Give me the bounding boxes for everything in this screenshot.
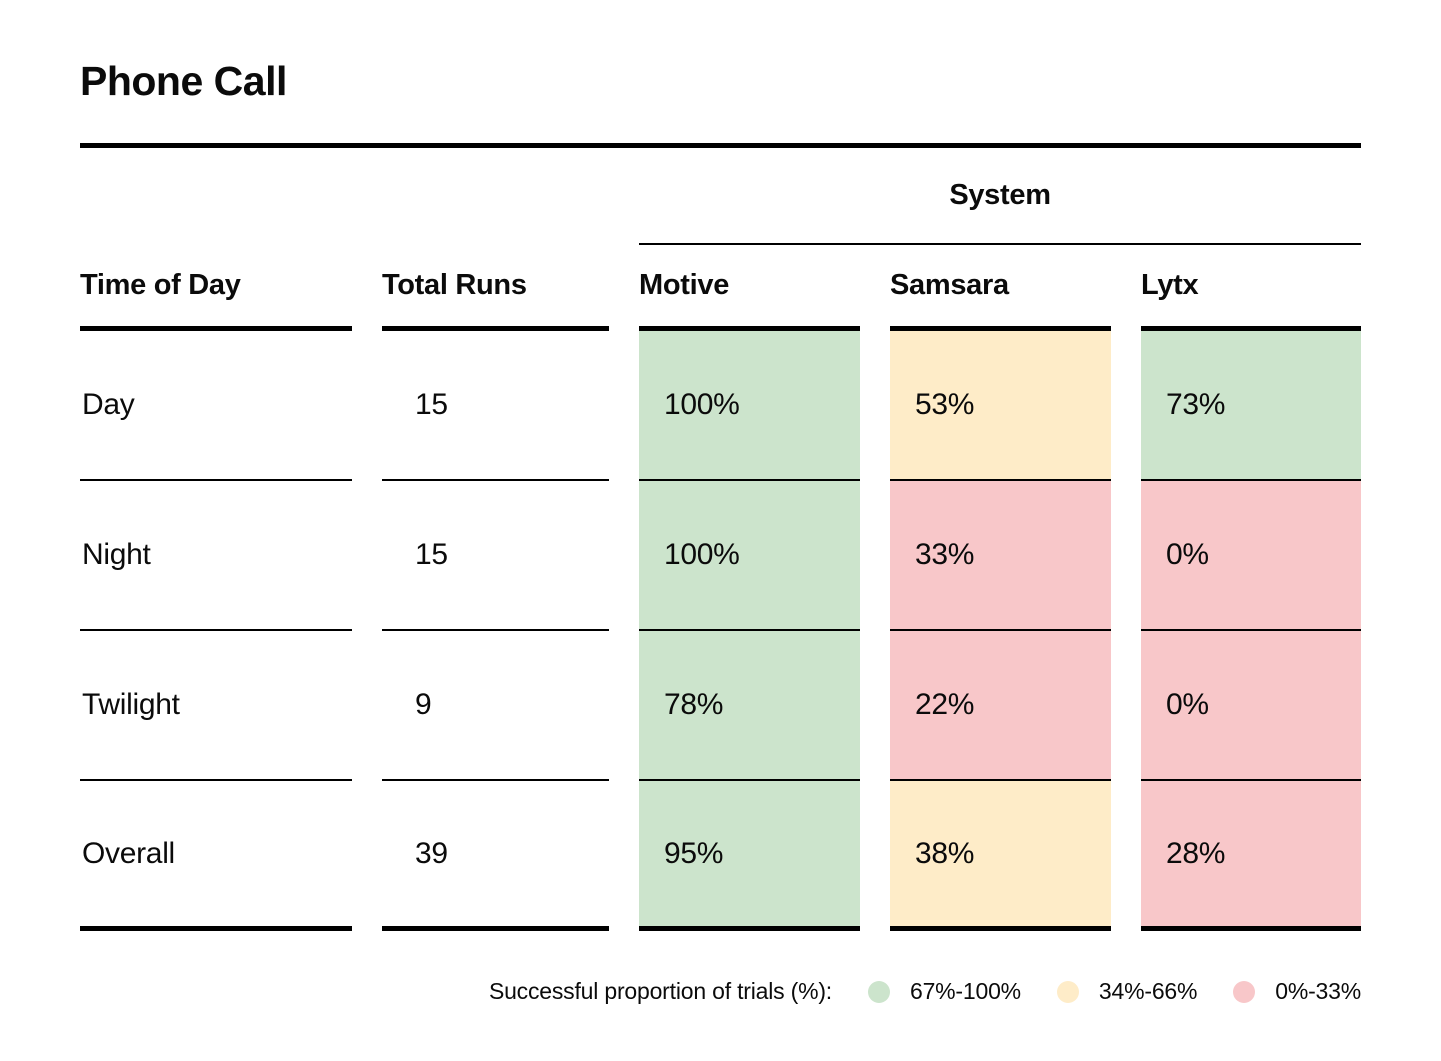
night-samsara-cell: 33% <box>890 481 1111 632</box>
twilight-lytx-cell: 0% <box>1141 631 1361 782</box>
system-group-header: System <box>639 148 1361 246</box>
legend-item-green-label: 67%-100% <box>910 978 1021 1005</box>
twilight-total-runs-cell: 9 <box>382 631 609 782</box>
legend-item-yellow: 34%-66% <box>1056 978 1198 1005</box>
twilight-motive-cell: 78% <box>639 631 860 782</box>
day-motive-cell: 100% <box>639 331 860 482</box>
legend-item-pink: 0%-33% <box>1233 978 1361 1005</box>
day-lytx-cell: 73% <box>1141 331 1361 482</box>
night-lytx-cell: 0% <box>1141 481 1361 632</box>
column-header-lytx: Lytx <box>1141 245 1361 332</box>
twilight-samsara-cell: 22% <box>890 631 1111 782</box>
pink-dot-icon <box>1233 980 1256 1003</box>
day-total-runs-cell: 15 <box>382 331 609 482</box>
night-motive-cell: 100% <box>639 481 860 632</box>
column-header-motive: Motive <box>639 245 860 332</box>
twilight-label-cell: Twilight <box>80 631 352 782</box>
overall-samsara-cell: 38% <box>890 781 1111 932</box>
legend-item-green: 67%-100% <box>868 978 1021 1005</box>
overall-motive-cell: 95% <box>639 781 860 932</box>
top-rule <box>80 143 1361 149</box>
night-label-cell: Night <box>80 481 352 632</box>
group-header-spacer <box>80 148 609 245</box>
legend-label: Successful proportion of trials (%): <box>488 978 832 1005</box>
night-total-runs-cell: 15 <box>382 481 609 632</box>
column-header-time-of-day: Time of Day <box>80 245 352 332</box>
overall-total-runs-cell: 39 <box>382 781 609 932</box>
overall-lytx-cell: 28% <box>1141 781 1361 932</box>
legend: Successful proportion of trials (%): 67%… <box>80 978 1361 1005</box>
legend-item-yellow-label: 34%-66% <box>1098 978 1198 1005</box>
legend-item-pink-label: 0%-33% <box>1275 978 1361 1005</box>
yellow-dot-icon <box>1056 980 1079 1003</box>
page-title: Phone Call <box>80 58 287 104</box>
results-table: System Time of Day Total Runs Motive Sam… <box>80 148 1361 932</box>
overall-label-cell: Overall <box>80 781 352 932</box>
day-samsara-cell: 53% <box>890 331 1111 482</box>
column-header-total-runs: Total Runs <box>382 245 609 332</box>
column-header-samsara: Samsara <box>890 245 1111 332</box>
green-dot-icon <box>868 980 890 1003</box>
day-label-cell: Day <box>80 331 352 482</box>
